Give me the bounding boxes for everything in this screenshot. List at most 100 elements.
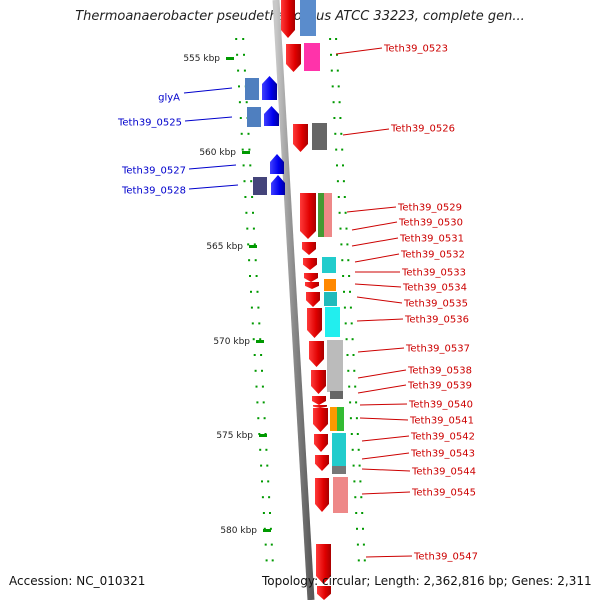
guide-dot [263, 527, 266, 530]
guide-dot [240, 132, 243, 135]
gene-arrow[interactable] [314, 434, 328, 452]
feature-block [324, 193, 332, 237]
gene-arrow[interactable] [304, 273, 318, 282]
gene-label[interactable]: Teth39_0525 [117, 118, 182, 129]
ruler-label: 560 kbp [199, 148, 236, 158]
guide-dot [342, 164, 344, 167]
gene-label[interactable]: Teth39_0523 [383, 44, 448, 55]
guide-dot [259, 338, 262, 341]
gene-leader-line [354, 283, 402, 288]
gene-label[interactable]: Teth39_0531 [399, 234, 464, 245]
gene-label[interactable]: Teth39_0530 [398, 218, 463, 229]
gene-arrow[interactable] [312, 396, 326, 405]
guide-dot [252, 211, 254, 214]
guide-dot [340, 243, 343, 246]
gene-arrow[interactable] [313, 405, 327, 408]
gene-label[interactable]: Teth39_0539 [407, 381, 472, 392]
guide-dot [257, 417, 260, 420]
gene-label[interactable]: Teth39_0538 [407, 366, 472, 377]
guide-dot [361, 512, 364, 514]
guide-dot [246, 227, 249, 230]
gene-arrow[interactable] [264, 106, 279, 126]
guide-dot [341, 148, 344, 151]
feature-block [332, 433, 346, 467]
guide-dot [357, 559, 360, 562]
gene-label[interactable]: Teth39_0543 [410, 449, 475, 460]
gene-label[interactable]: Teth39_0537 [405, 344, 470, 355]
gene-arrow[interactable] [293, 124, 308, 152]
guide-dot [356, 527, 358, 530]
feature-block [330, 391, 343, 399]
gene-arrow[interactable] [303, 258, 317, 270]
guide-dot [239, 117, 242, 119]
gene-label[interactable]: Teth39_0544 [411, 467, 476, 478]
ruler-tick [256, 340, 264, 343]
gene-label[interactable]: Teth39_0527 [121, 166, 186, 177]
guide-dot [345, 227, 348, 230]
gene-label[interactable]: Teth39_0528 [121, 186, 186, 197]
guide-dot [261, 385, 264, 388]
guide-dot [247, 243, 250, 246]
gene-label[interactable]: Teth39_0541 [409, 416, 474, 427]
gene-label[interactable]: Teth39_0545 [411, 488, 476, 499]
guide-dot [247, 132, 250, 135]
guide-dot [261, 369, 263, 372]
gene-label[interactable]: Teth39_0526 [390, 124, 455, 135]
gene-arrow[interactable] [271, 175, 285, 195]
guide-dot [362, 527, 364, 530]
guide-dot [248, 259, 251, 262]
guide-dot [347, 259, 350, 262]
guide-dot [243, 53, 245, 56]
gene-label[interactable]: Teth39_0534 [402, 283, 467, 294]
gene-arrow[interactable] [317, 586, 331, 600]
chromosome-backbone [272, 0, 315, 600]
gene-label[interactable]: Teth39_0536 [404, 315, 469, 326]
guide-dot [244, 196, 247, 198]
guide-dot [269, 512, 271, 514]
gene-arrow[interactable] [302, 242, 316, 255]
gene-label[interactable]: Teth39_0542 [410, 432, 475, 443]
gene-arrow[interactable] [286, 44, 301, 72]
gene-label[interactable]: glyA [158, 93, 180, 104]
gene-label[interactable]: Teth39_0529 [397, 203, 462, 214]
gene-arrow[interactable] [306, 292, 320, 307]
guide-dot [338, 211, 341, 214]
gene-arrow[interactable] [281, 0, 295, 38]
gene-arrow[interactable] [262, 76, 277, 100]
gene-leader-line [335, 47, 383, 55]
gene-arrow[interactable] [316, 544, 331, 584]
feature-block [300, 0, 316, 36]
gene-label[interactable]: Teth39_0540 [408, 400, 473, 411]
ruler-label: 575 kbp [216, 431, 253, 441]
guide-dot [360, 496, 363, 499]
gene-arrow[interactable] [305, 282, 319, 289]
guide-dot [355, 417, 358, 420]
gene-arrow[interactable] [315, 455, 329, 471]
guide-dot [330, 53, 332, 56]
ruler-tick [226, 57, 234, 60]
gene-arrow[interactable] [315, 478, 329, 512]
gene-label[interactable]: Teth39_0533 [401, 268, 466, 279]
guide-dot [249, 164, 252, 167]
guide-dot [243, 69, 246, 72]
gene-arrow[interactable] [311, 370, 326, 394]
gene-label[interactable]: Teth39_0532 [400, 250, 465, 261]
guide-dot [331, 85, 334, 88]
guide-dot [352, 464, 355, 467]
feature-block [247, 107, 261, 127]
guide-dot [342, 275, 345, 277]
gene-arrow[interactable] [309, 341, 324, 367]
gene-leader-line [188, 184, 239, 190]
guide-dot [359, 480, 362, 483]
gene-label[interactable]: Teth39_0547 [413, 552, 478, 563]
guide-dot [339, 227, 342, 230]
gene-arrow[interactable] [270, 154, 284, 174]
gene-arrow[interactable] [307, 308, 322, 338]
gene-arrow[interactable] [313, 408, 328, 432]
gene-arrow[interactable] [300, 193, 316, 239]
gene-leader-line [354, 253, 400, 263]
guide-dot [343, 290, 345, 293]
guide-dot [350, 322, 353, 325]
gene-label[interactable]: Teth39_0535 [403, 299, 468, 310]
